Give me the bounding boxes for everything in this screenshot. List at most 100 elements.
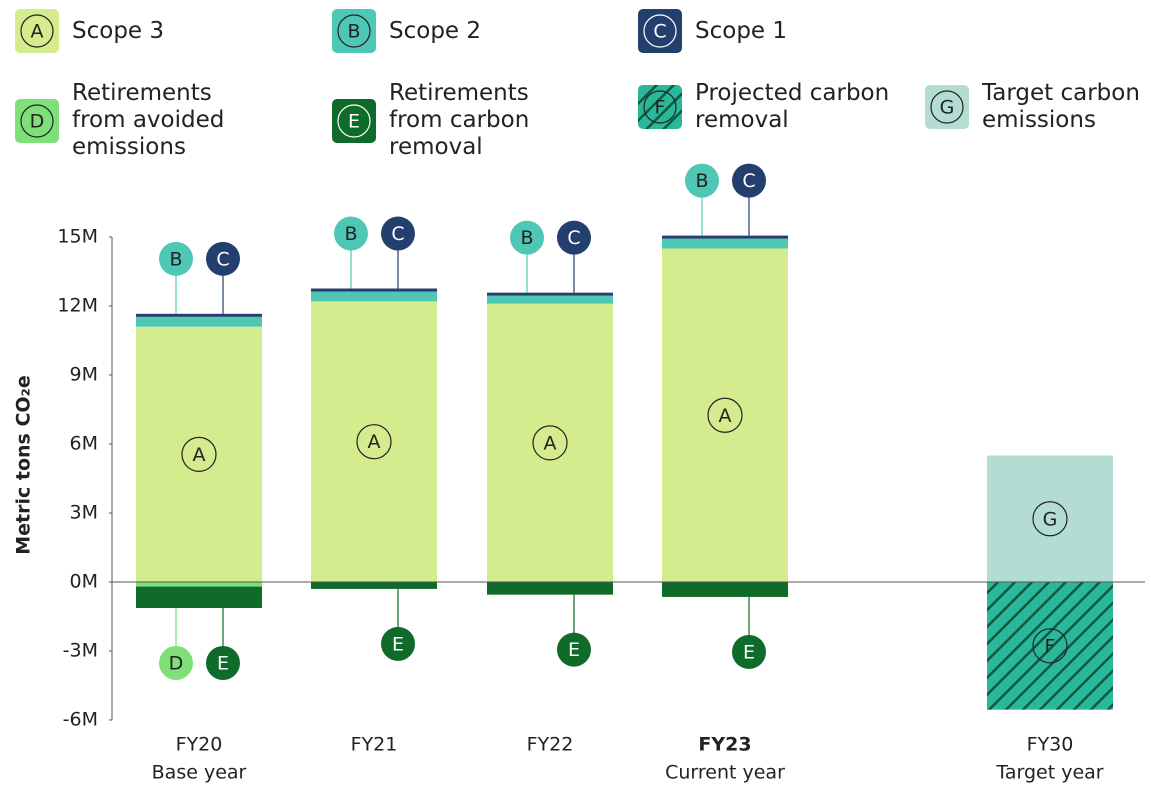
segment-letter: B — [344, 223, 357, 245]
legend-label: Retirements from carbon removal — [389, 80, 530, 160]
x-tick-label: FY23 — [698, 734, 751, 756]
legend-swatch: E — [332, 98, 376, 143]
segment-letter: B — [520, 227, 533, 249]
bar-segment — [987, 582, 1113, 710]
segment-letter: E — [568, 639, 580, 661]
segment-badge — [159, 241, 193, 276]
y-tick-label: 9M — [70, 364, 98, 386]
segment-badge — [159, 645, 193, 680]
y-tick-label: 0M — [70, 571, 98, 593]
bar-segment — [136, 582, 262, 587]
x-tick-label: FY22 — [527, 734, 574, 756]
segment-badge — [732, 634, 766, 669]
y-tick-label: 12M — [57, 295, 98, 317]
bar-segment — [487, 303, 613, 582]
segment-badge — [557, 632, 591, 667]
legend-swatch: C — [638, 9, 682, 53]
x-tick-sublabel: Base year — [152, 762, 247, 784]
bar-segment — [311, 291, 437, 302]
y-tick-label: 15M — [57, 226, 98, 248]
segment-letter: A — [193, 444, 206, 466]
x-tick-label: FY21 — [351, 734, 398, 756]
legend-letter: E — [348, 110, 360, 132]
segment-badge — [206, 645, 240, 680]
segment-badge — [557, 220, 591, 255]
legend-swatch: D — [15, 98, 59, 143]
segment-badge — [1032, 501, 1068, 537]
segment-letter: E — [743, 641, 755, 663]
x-tick-label: FY30 — [1027, 734, 1074, 756]
legend-label: Target carbon emissions — [982, 80, 1140, 133]
segment-letter: E — [217, 652, 229, 674]
legend-badge — [20, 103, 54, 138]
legend-label: Projected carbon removal — [695, 80, 890, 133]
legend-badge — [643, 14, 677, 48]
legend-item: A Scope 3 — [15, 9, 272, 53]
bar-segment — [662, 582, 788, 597]
segment-badge — [685, 163, 719, 198]
legend-label: Scope 2 — [389, 17, 482, 44]
segment-letter: D — [169, 652, 184, 674]
legend-swatch: F — [638, 85, 682, 129]
x-tick-label: FY20 — [176, 734, 223, 756]
bar-segment — [987, 455, 1113, 582]
bar-segment — [311, 288, 437, 292]
segment-badge — [381, 216, 415, 251]
segment-badge — [707, 397, 743, 433]
legend-badge — [643, 90, 677, 124]
y-tick-label: -3M — [63, 640, 98, 662]
y-tick-label: 6M — [70, 433, 98, 455]
bar-segment — [136, 316, 262, 327]
legend-item: C Scope 1 — [638, 9, 895, 53]
segment-letter: B — [695, 170, 708, 192]
bar-segment — [662, 248, 788, 582]
y-tick-label: 3M — [70, 502, 98, 524]
segment-letter: A — [368, 431, 381, 453]
legend-item: D Retirements from avoided emissions — [15, 80, 272, 161]
segment-badge — [356, 424, 392, 460]
segment-badge — [510, 220, 544, 255]
segment-badge — [1032, 628, 1068, 664]
legend-letter: C — [653, 21, 666, 43]
segment-letter: B — [169, 248, 182, 270]
bar-segment — [311, 301, 437, 582]
bar-segment — [662, 238, 788, 249]
legend-letter: D — [30, 110, 45, 132]
bar-segment — [487, 582, 613, 595]
segment-badge — [381, 626, 415, 661]
segment-letter: F — [1045, 635, 1056, 657]
segment-badge — [181, 436, 217, 472]
legend-item: B Scope 2 — [332, 9, 589, 53]
legend-label: Retirements from avoided emissions — [72, 80, 225, 160]
y-tick-label: -6M — [63, 709, 98, 731]
x-tick-sublabel: Current year — [665, 762, 785, 784]
bar-segment — [136, 326, 262, 582]
bar-segment — [487, 292, 613, 296]
bar-segment — [311, 582, 437, 589]
segment-letter: C — [742, 170, 755, 192]
legend-swatch: G — [925, 85, 969, 129]
legend-badge — [337, 103, 371, 138]
segment-letter: C — [567, 227, 580, 249]
segment-letter: A — [719, 405, 732, 427]
legend-swatch: A — [15, 9, 59, 53]
segment-letter: C — [391, 223, 404, 245]
legend-label: Scope 3 — [72, 17, 165, 44]
bar-segment — [487, 295, 613, 304]
legend-item: F Projected carbon removal — [638, 80, 895, 134]
legend-item: E Retirements from carbon removal — [332, 80, 589, 161]
legend-badge — [930, 90, 964, 124]
segment-letter: E — [392, 633, 404, 655]
segment-letter: A — [544, 432, 557, 454]
segment-badge — [532, 425, 568, 461]
legend-badge — [20, 14, 54, 48]
segment-badge — [206, 241, 240, 276]
legend-swatch: B — [332, 9, 376, 53]
legend-letter: F — [655, 97, 666, 119]
legend-badge — [337, 14, 371, 48]
bar-segment — [136, 313, 262, 317]
bar-segment — [136, 586, 262, 608]
legend-letter: A — [31, 21, 44, 43]
